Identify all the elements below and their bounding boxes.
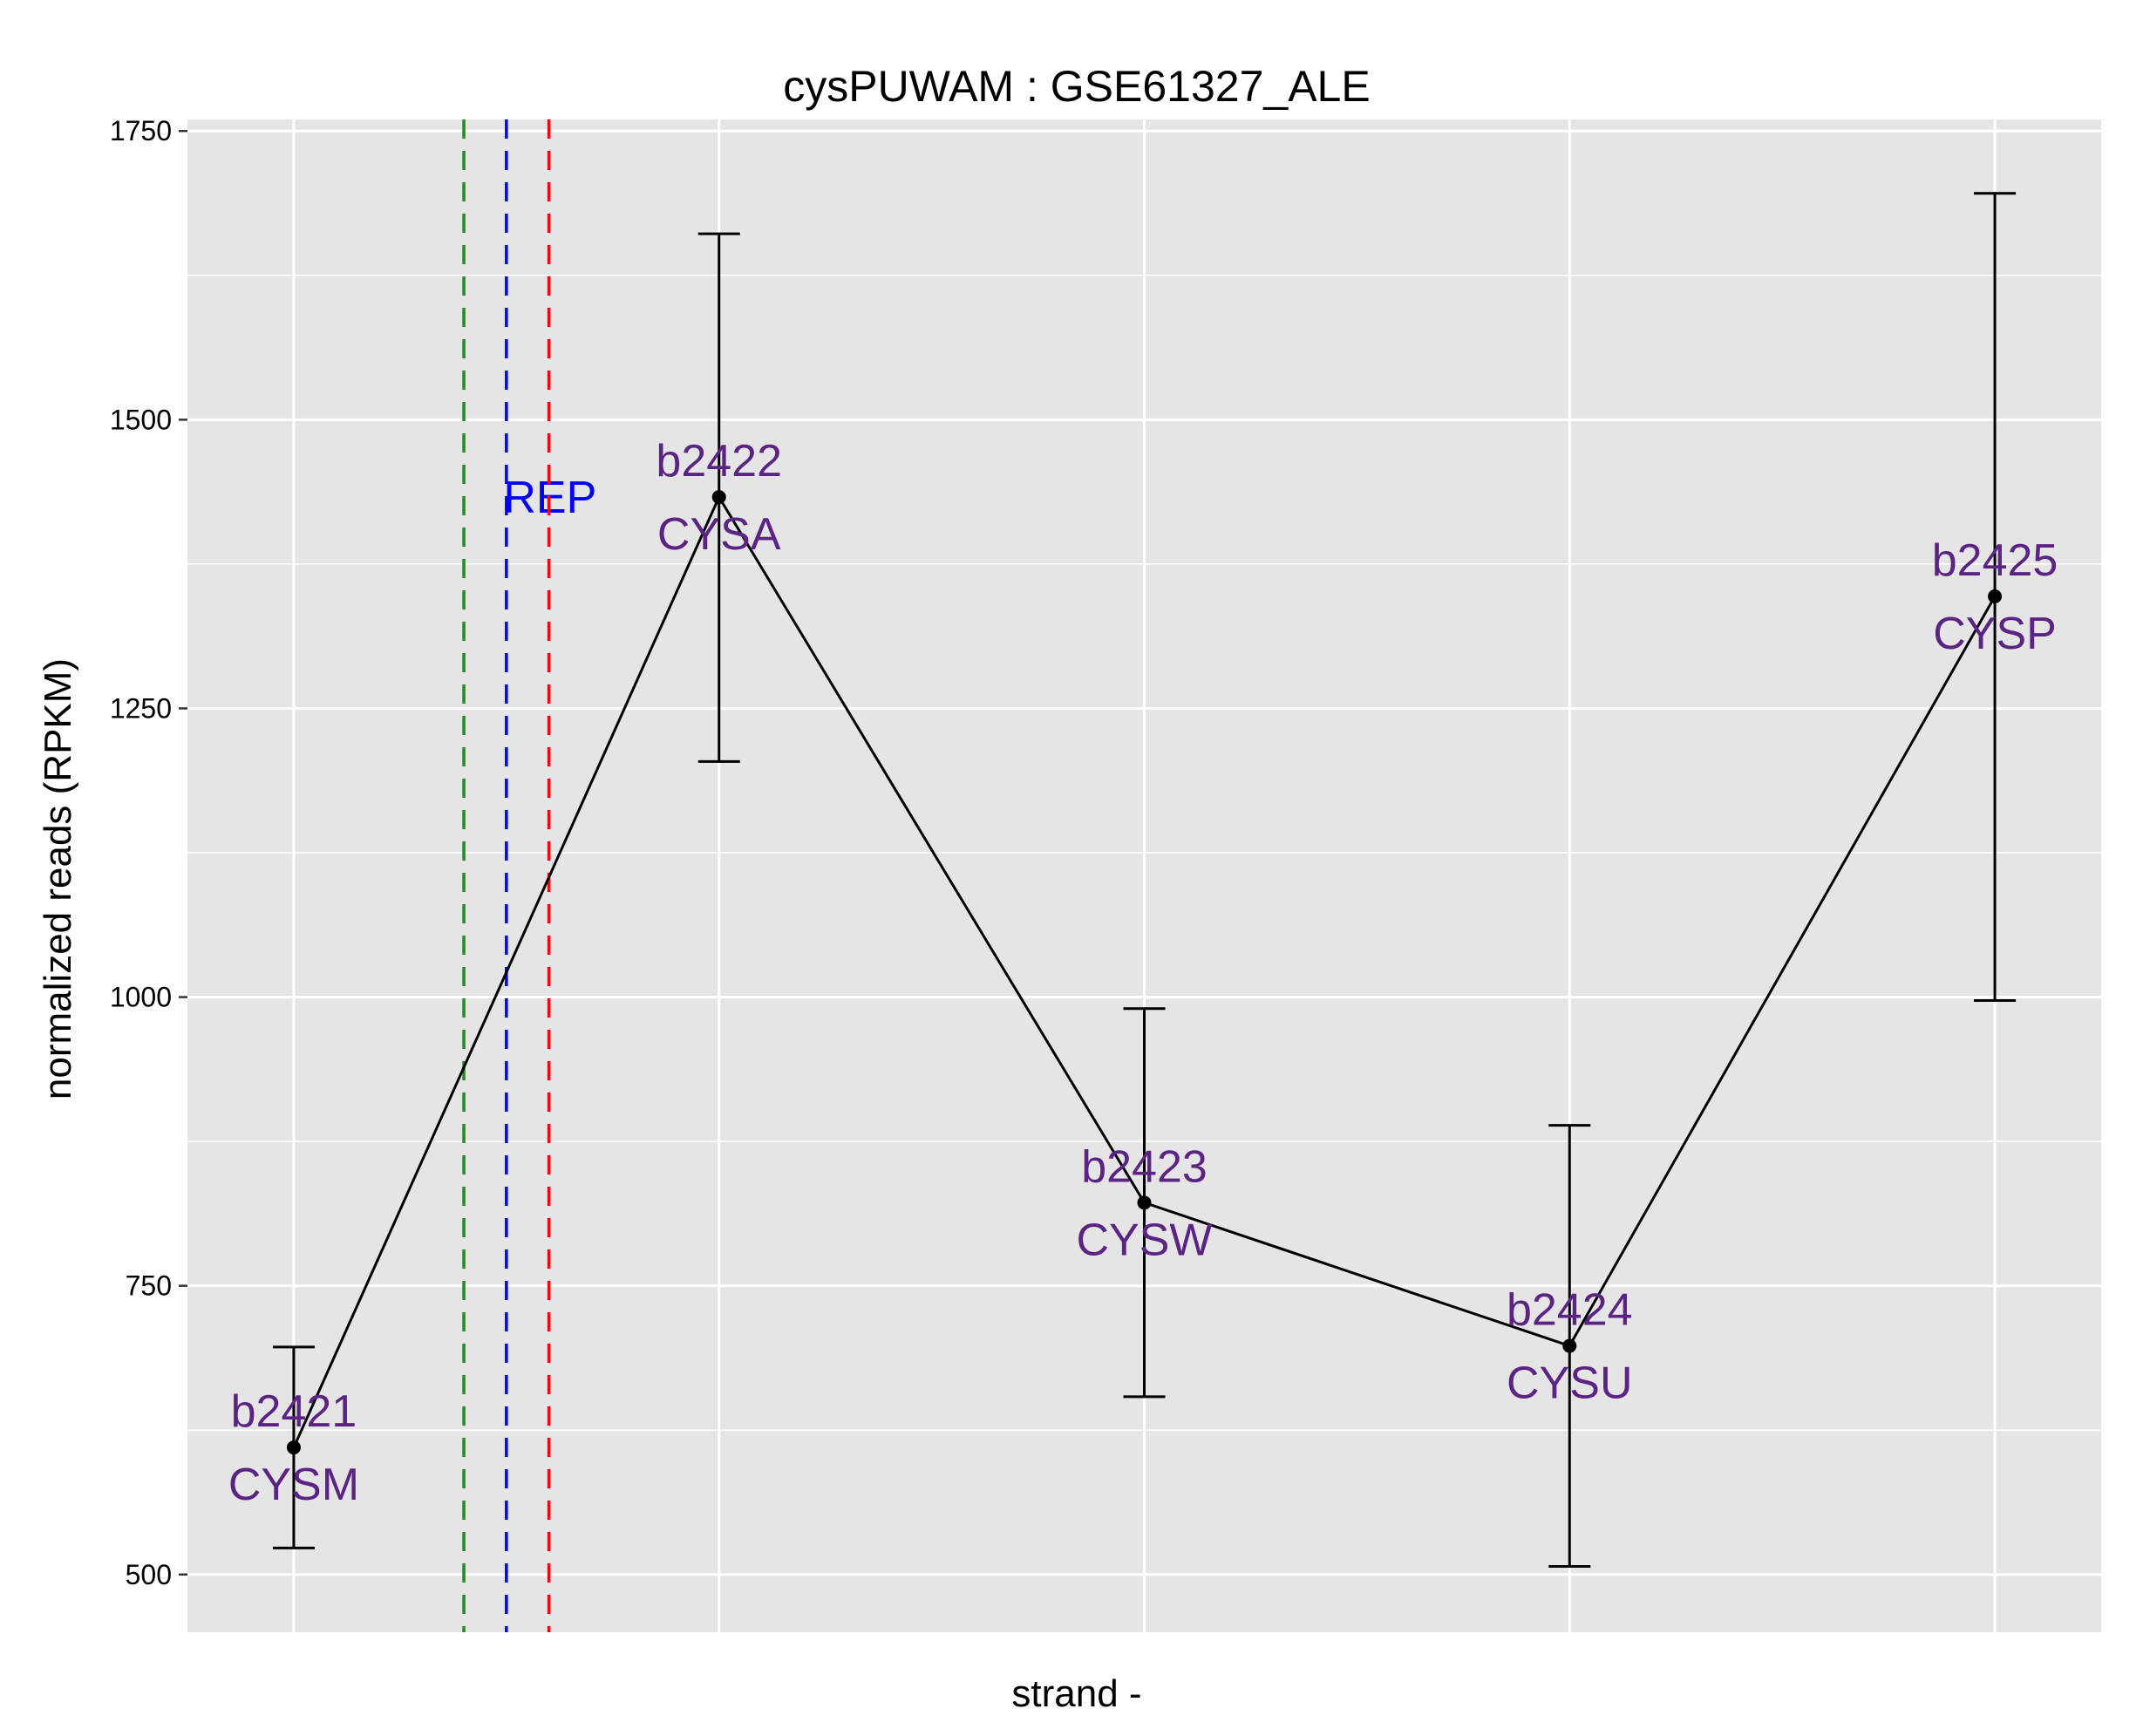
gene-name-label: CYSU	[1507, 1358, 1632, 1409]
gene-id-label: b2423	[1081, 1141, 1208, 1192]
gene-name-label: CYSA	[657, 509, 781, 560]
chart-title: cysPUWAM : GSE61327_ALE	[783, 62, 1370, 111]
gene-id-label: b2424	[1507, 1285, 1633, 1336]
gene-name-label: CYSW	[1077, 1215, 1213, 1265]
y-axis: 500 750 1000 1250 1500 1750	[110, 115, 187, 1590]
y-axis-title: normalized reads (RPKM)	[37, 658, 79, 1099]
data-point	[1562, 1338, 1577, 1353]
data-point	[286, 1440, 301, 1455]
y-tick-label: 500	[126, 1559, 172, 1590]
gene-name-label: CYSM	[228, 1460, 359, 1510]
y-tick-label: 1500	[110, 404, 172, 435]
data-points	[286, 490, 2003, 1455]
gene-id-label: b2425	[1932, 535, 2058, 586]
gene-id-label: b2422	[656, 436, 782, 487]
data-point	[1137, 1195, 1152, 1210]
y-tick-label: 1250	[110, 692, 172, 724]
gene-name-label: CYSP	[1933, 609, 2057, 659]
y-tick-label: 750	[126, 1270, 172, 1302]
gene-labels: b2421 CYSM b2422 CYSA b2423 CYSW b2424 CYSU b242…	[228, 436, 2058, 1510]
y-tick-label: 1750	[110, 115, 172, 146]
data-point	[711, 490, 726, 505]
data-point	[1988, 589, 2003, 603]
y-tick-label: 1000	[110, 982, 172, 1013]
gene-id-label: b2421	[231, 1386, 357, 1437]
x-axis-title: strand -	[1011, 1672, 1141, 1715]
